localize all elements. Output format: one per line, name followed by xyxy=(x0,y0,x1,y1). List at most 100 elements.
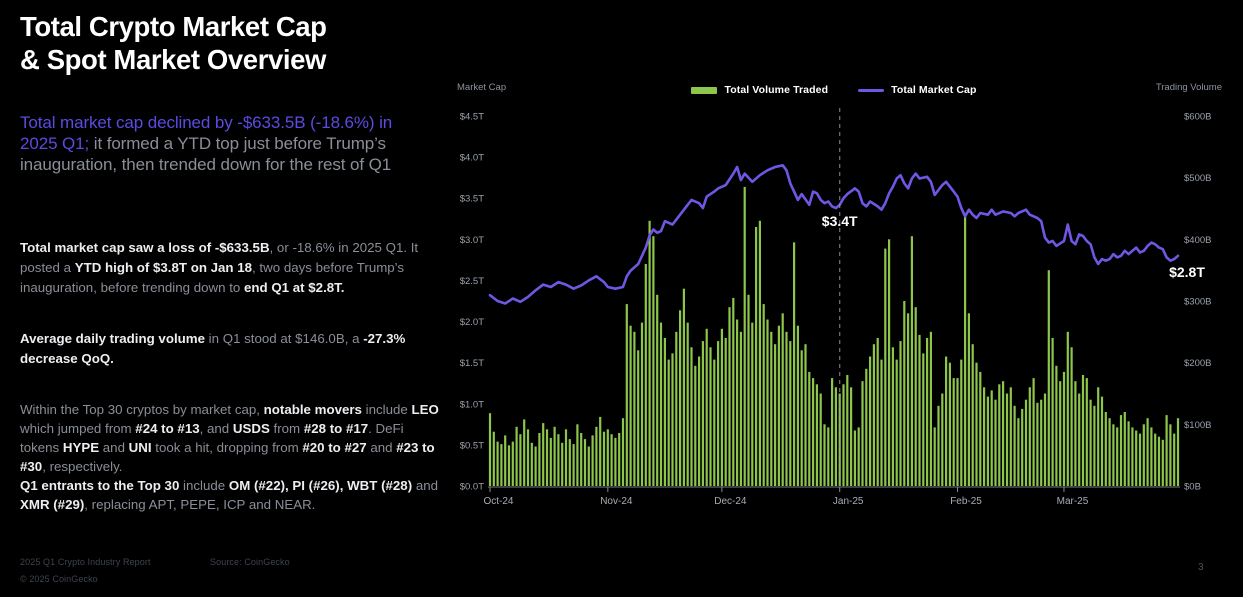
volume-bar xyxy=(1066,331,1069,486)
volume-bar xyxy=(1036,402,1039,487)
volume-bar xyxy=(1047,270,1050,486)
volume-bar xyxy=(975,362,978,486)
annotation-label: $2.8T xyxy=(1169,264,1205,280)
volume-bar xyxy=(1062,371,1066,486)
volume-bar xyxy=(561,442,564,486)
volume-bar xyxy=(698,356,701,486)
volume-bar xyxy=(907,313,910,486)
page-title-line-2: & Spot Market Overview xyxy=(20,44,327,75)
volume-bar xyxy=(857,427,860,486)
volume-bar xyxy=(1119,415,1123,486)
volume-bar xyxy=(979,371,982,486)
right-tick-label: $400B xyxy=(1184,235,1211,246)
volume-bar xyxy=(751,322,754,486)
volume-bar xyxy=(834,387,837,486)
volume-bar xyxy=(568,439,571,486)
volume-bar xyxy=(572,444,575,486)
lead-paragraph: Total market cap declined by -$633.5B (-… xyxy=(20,113,393,174)
volume-bar xyxy=(542,423,545,486)
volume-bar xyxy=(960,359,963,486)
x-tick-label: Oct-24 xyxy=(483,496,513,507)
volume-bar xyxy=(576,424,579,486)
volume-bar xyxy=(804,344,807,486)
volume-swatch xyxy=(691,86,718,94)
annotation-label: $3.4T xyxy=(822,213,858,229)
volume-bar xyxy=(1165,415,1168,486)
volume-bar xyxy=(671,353,674,486)
volume-bar xyxy=(1059,381,1062,486)
volume-bar xyxy=(549,437,552,486)
volume-bar xyxy=(602,431,606,486)
right-tick-label: $0B xyxy=(1184,482,1201,493)
volume-bar xyxy=(777,325,780,486)
volume-bar xyxy=(644,264,647,486)
volume-bar xyxy=(1051,338,1054,486)
volume-bar xyxy=(755,227,758,486)
volume-bar xyxy=(1097,387,1100,486)
page-title: Total Crypto Market Cap & Spot Market Ov… xyxy=(20,10,440,76)
volume-bar xyxy=(1169,424,1172,486)
volume-bar xyxy=(713,359,716,486)
volume-bar xyxy=(971,344,974,486)
volume-bar xyxy=(625,304,628,486)
volume-bar xyxy=(736,319,739,486)
volume-bar xyxy=(891,347,894,487)
volume-bar xyxy=(948,362,951,486)
volume-bar xyxy=(781,313,784,486)
volume-bar xyxy=(846,375,849,486)
volume-bar xyxy=(743,186,746,486)
volume-bar xyxy=(610,434,613,486)
volume-bar xyxy=(496,441,499,486)
volume-bar xyxy=(1104,412,1107,486)
volume-bar xyxy=(690,347,693,487)
volume-bar xyxy=(1002,381,1005,486)
volume-bar xyxy=(895,359,898,486)
left-tick-label: $4.5T xyxy=(460,112,484,123)
volume-bar xyxy=(530,442,533,486)
volume-bar xyxy=(500,444,503,486)
volume-bars-group xyxy=(488,186,1180,487)
volume-bar xyxy=(831,378,834,486)
volume-bar xyxy=(614,437,617,486)
volume-bar xyxy=(1108,418,1111,486)
volume-summary-paragraph: Average daily trading volume in Q1 stood… xyxy=(20,331,406,366)
volume-bar xyxy=(1176,418,1180,486)
volume-bar xyxy=(872,344,875,486)
volume-bar xyxy=(1150,427,1153,486)
volume-bar xyxy=(1043,393,1047,486)
x-tick-label: Nov-24 xyxy=(600,496,633,507)
volume-bar xyxy=(606,429,609,486)
volume-bar xyxy=(956,378,959,486)
market-cap-line-group xyxy=(488,164,1180,305)
legend-item-marketcap: Total Market Cap xyxy=(858,84,976,96)
volume-bar xyxy=(1085,378,1088,486)
volume-bar xyxy=(884,248,887,486)
volume-bar xyxy=(659,322,663,486)
volume-bar xyxy=(1005,393,1009,486)
volume-bar xyxy=(990,390,993,486)
left-tick-label: $1.0T xyxy=(460,399,484,410)
volume-bar xyxy=(618,433,621,486)
volume-bar xyxy=(941,393,944,486)
left-tick-label: $0.0T xyxy=(460,482,484,493)
volume-bar xyxy=(789,341,792,486)
volume-bar xyxy=(523,419,526,486)
volume-bar xyxy=(728,307,731,486)
volume-bar xyxy=(599,416,602,486)
right-tick-label: $600B xyxy=(1184,112,1211,123)
volume-bar xyxy=(793,242,796,486)
volume-bar xyxy=(709,347,712,487)
volume-bar xyxy=(1157,436,1161,486)
volume-bar xyxy=(910,236,913,486)
volume-bar xyxy=(679,310,682,487)
volume-bar xyxy=(929,331,932,486)
volume-bar xyxy=(774,344,777,486)
volume-bar xyxy=(720,328,723,487)
page-title-line-1: Total Crypto Market Cap xyxy=(20,11,327,42)
volume-bar xyxy=(1017,418,1020,486)
volume-bar xyxy=(952,378,955,486)
volume-bar xyxy=(1100,396,1104,486)
x-tick-label: Jan-25 xyxy=(833,496,864,507)
legend-item-volume: Total Volume Traded xyxy=(691,84,828,96)
legend-label-marketcap: Total Market Cap xyxy=(891,84,977,96)
